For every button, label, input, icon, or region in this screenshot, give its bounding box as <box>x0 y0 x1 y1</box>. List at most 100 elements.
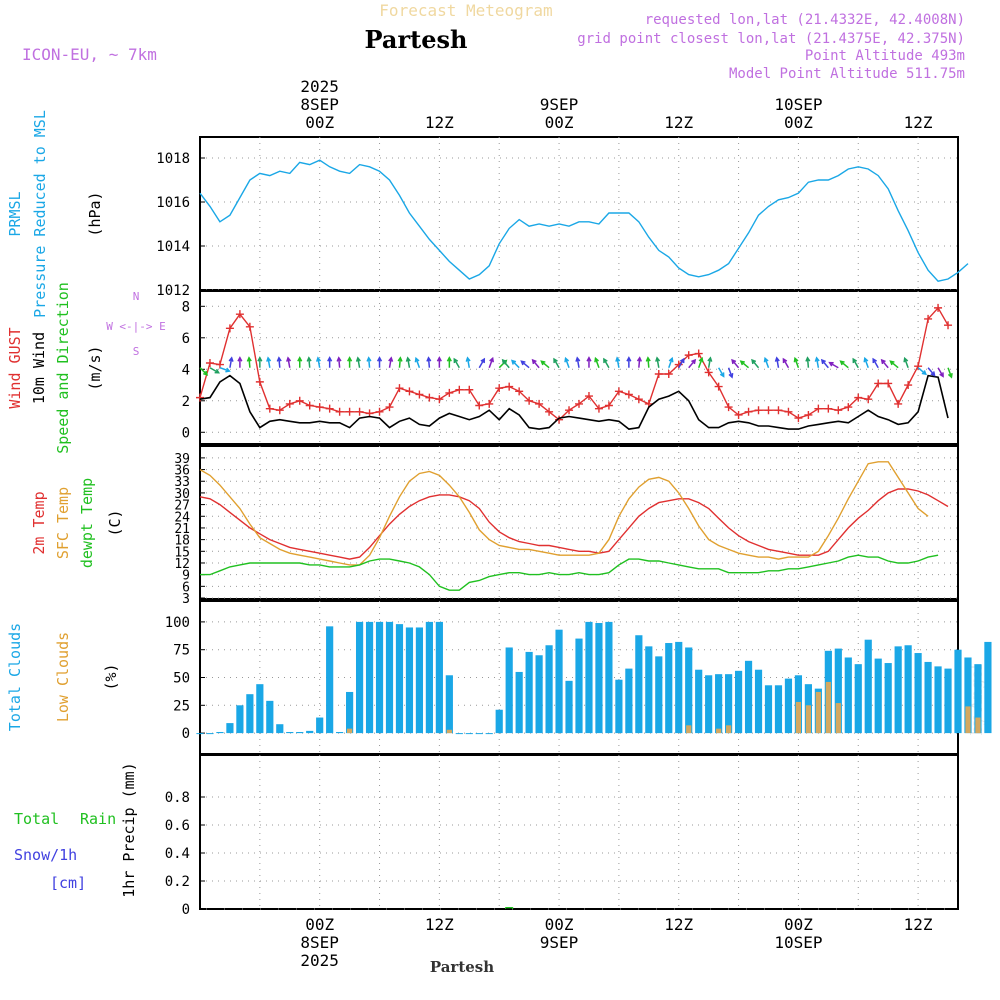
bar-total-clouds <box>435 621 443 734</box>
gust-marker <box>475 401 484 410</box>
gust-marker <box>834 406 843 415</box>
panel-frame <box>199 445 959 600</box>
bar-total-clouds <box>316 717 324 734</box>
wind-arrow <box>209 367 220 374</box>
wind-arrow-head <box>520 360 526 366</box>
bar-total-clouds <box>206 733 214 735</box>
wind-arrow-head <box>214 368 220 374</box>
bar-total-clouds <box>336 731 344 734</box>
wind-arrow <box>478 358 485 369</box>
bar-rain-trace <box>505 907 514 909</box>
wind-arrow <box>947 367 953 378</box>
gust-marker <box>894 399 903 408</box>
label-prmsl: PRMSL <box>6 191 24 236</box>
wind-arrow <box>532 359 540 369</box>
y-tick-label: 3 <box>182 592 190 607</box>
y-tick-label: 0 <box>182 425 190 441</box>
wind-arrow <box>466 357 471 368</box>
gust-marker <box>245 322 254 331</box>
wind-arrow-head <box>793 356 799 363</box>
gust-marker <box>784 407 793 416</box>
label-unit-pct: (%) <box>102 663 120 690</box>
wind-arrow <box>937 367 944 377</box>
gust-marker <box>355 407 364 416</box>
top-date: 10SEP <box>774 95 822 114</box>
bar-total-clouds <box>535 655 543 734</box>
gust-marker <box>505 382 514 391</box>
gust-marker <box>734 410 743 419</box>
bar-low-clouds <box>805 705 811 734</box>
bar-total-clouds <box>784 678 793 734</box>
wind-arrow-head <box>436 356 442 362</box>
label-2m-temp: 2m Temp <box>30 491 48 554</box>
wind-arrow-head <box>903 356 909 363</box>
gust-marker <box>425 393 434 402</box>
bar-total-clouds <box>475 733 483 735</box>
bar-total-clouds <box>555 629 563 734</box>
wind-arrow <box>890 360 899 369</box>
wind-arrow <box>782 358 790 369</box>
bar-total-clouds <box>595 623 603 734</box>
gust-marker <box>634 395 643 404</box>
bar-total-clouds <box>964 657 972 734</box>
bar-total-clouds <box>465 733 473 735</box>
compass-s: S <box>133 345 140 358</box>
wind-arrow <box>764 358 770 368</box>
wind-arrow-head <box>276 356 282 362</box>
wind-arrow <box>317 357 321 368</box>
gust-marker <box>654 370 663 379</box>
wind-arrow-head <box>820 358 826 365</box>
bar-total-clouds <box>904 645 912 734</box>
gust-marker <box>744 407 753 416</box>
wind-arrow-head <box>828 361 834 367</box>
wind-arrow-head <box>405 356 411 362</box>
forecast-title: Forecast Meteogram <box>379 1 552 20</box>
wind-arrow <box>697 358 703 368</box>
bar-total-clouds <box>914 653 922 734</box>
wind-arrow-head <box>728 373 734 379</box>
bottom-year: 2025 <box>300 951 339 970</box>
wind-arrow-head <box>679 357 685 364</box>
bar-total-clouds <box>615 679 623 734</box>
gust-marker <box>265 404 274 413</box>
y-tick-label: 18 <box>174 534 190 549</box>
gust-marker <box>335 407 344 416</box>
wind-arrow <box>199 367 208 376</box>
bar-low-clouds <box>815 691 821 734</box>
y-tick-label: 50 <box>173 671 190 687</box>
gust-marker <box>604 401 613 410</box>
bar-total-clouds <box>754 669 763 734</box>
wind-arrow-head <box>655 356 661 362</box>
bar-low-clouds <box>716 728 722 734</box>
bar-total-clouds <box>734 670 743 734</box>
top-hour: 00Z <box>545 113 574 132</box>
gust-marker <box>485 399 494 408</box>
gust-marker <box>664 370 673 379</box>
wind-arrow <box>553 358 560 369</box>
wind-arrow <box>616 357 620 368</box>
wind-arrow <box>872 358 879 369</box>
bar-total-clouds <box>346 691 354 734</box>
bar-total-clouds <box>306 730 314 734</box>
wind-arrow <box>688 359 696 369</box>
label-wind-gust: Wind GUST <box>6 327 24 408</box>
gust-marker <box>914 362 923 371</box>
bar-total-clouds <box>665 643 673 734</box>
wind-arrow <box>731 359 740 369</box>
label-unit-ms: (m/s) <box>86 345 104 390</box>
bar-total-clouds <box>296 731 304 734</box>
y-tick-label: 1012 <box>156 283 190 299</box>
wind-arrow-head <box>636 356 643 362</box>
label-1hr-precip: 1hr Precip (mm) <box>120 762 138 897</box>
bar-total-clouds <box>365 621 374 734</box>
bar-low-clouds <box>726 725 732 734</box>
wind-arrow-head <box>540 360 546 366</box>
wind-arrow-head <box>615 356 621 362</box>
bar-total-clouds <box>256 684 264 734</box>
gust-marker <box>285 399 294 408</box>
bar-total-clouds <box>774 685 783 734</box>
